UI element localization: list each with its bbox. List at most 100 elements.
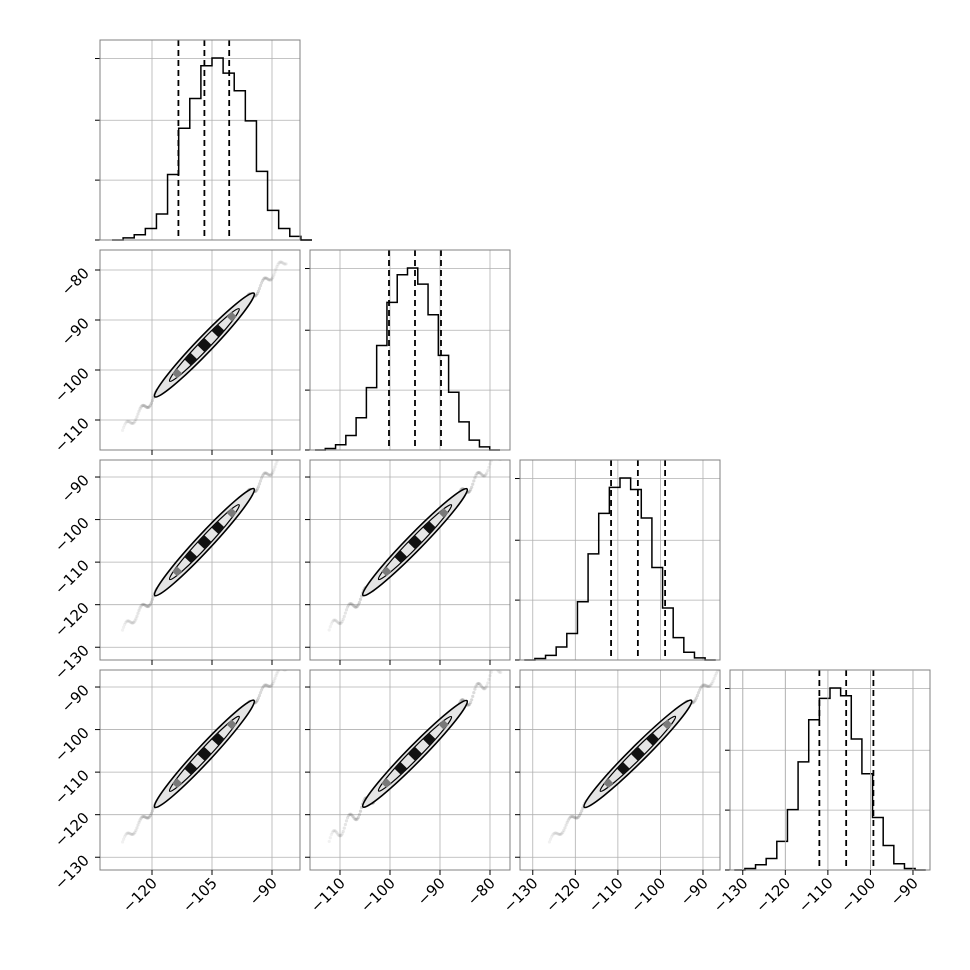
scatter-point bbox=[348, 602, 352, 606]
scatter-point bbox=[481, 687, 486, 691]
scatter-point bbox=[552, 831, 556, 836]
scatter-point bbox=[120, 840, 125, 844]
scatter-point bbox=[149, 811, 153, 816]
scatter-point bbox=[256, 696, 261, 700]
scatter-point bbox=[339, 621, 343, 625]
pair-panel-content bbox=[100, 670, 300, 870]
scatter-point bbox=[257, 482, 262, 486]
scatter-point bbox=[124, 833, 128, 837]
scatter-point bbox=[130, 621, 134, 625]
scatter-point bbox=[260, 474, 265, 478]
scatter-point bbox=[139, 405, 143, 409]
scatter-point bbox=[341, 829, 345, 834]
scatter-point bbox=[467, 702, 472, 707]
scatter-point bbox=[472, 479, 476, 483]
scatter-point bbox=[264, 276, 268, 280]
scatter-point bbox=[132, 620, 136, 624]
scatter-point bbox=[266, 277, 270, 281]
scatter-point bbox=[121, 837, 126, 841]
pair-panel-frame bbox=[99, 249, 301, 451]
scatter-point bbox=[352, 604, 356, 608]
scatter-point bbox=[141, 814, 145, 819]
pair-panel-frame bbox=[99, 669, 301, 871]
scatter-point bbox=[334, 829, 338, 833]
scatter-point bbox=[471, 694, 475, 698]
y-tick-label: −80 bbox=[58, 264, 93, 299]
scatter-point bbox=[488, 674, 492, 678]
pair-panel-bg bbox=[100, 460, 300, 660]
scatter-point bbox=[259, 281, 264, 285]
scatter-point bbox=[486, 681, 490, 685]
scatter-point bbox=[141, 602, 145, 606]
density-core-cell bbox=[211, 521, 225, 534]
scatter-point bbox=[480, 473, 485, 477]
scatter-point bbox=[273, 676, 277, 681]
scatter-point bbox=[123, 835, 127, 839]
scatter-point bbox=[137, 820, 141, 824]
scatter-point bbox=[284, 262, 288, 266]
density-core-cell bbox=[172, 368, 183, 379]
scatter-point bbox=[492, 455, 495, 458]
scatter-point bbox=[350, 813, 354, 817]
scatter-point bbox=[580, 809, 584, 813]
scatter-point bbox=[340, 832, 344, 836]
scatter-point bbox=[351, 603, 355, 607]
x-tick-label: −105 bbox=[179, 874, 221, 916]
scatter-point bbox=[126, 831, 130, 835]
scatter-point bbox=[468, 488, 473, 492]
scatter-point bbox=[259, 688, 264, 692]
scatter-point bbox=[138, 606, 142, 610]
scatter-point bbox=[693, 698, 697, 702]
scatter-point bbox=[572, 815, 576, 819]
scatter-point bbox=[474, 473, 478, 477]
scatter-point bbox=[725, 668, 728, 671]
scatter-point bbox=[257, 286, 262, 291]
scatter-point bbox=[550, 835, 554, 839]
scatter-point bbox=[267, 684, 271, 688]
scatter-point bbox=[281, 455, 284, 458]
scatter-point bbox=[352, 816, 356, 820]
scatter-point bbox=[145, 604, 149, 609]
density-core-cell bbox=[422, 732, 436, 746]
scatter-point bbox=[143, 815, 147, 819]
scatter-point bbox=[123, 423, 127, 427]
density-core-cell bbox=[226, 507, 237, 518]
scatter-point bbox=[494, 666, 497, 669]
scatter-point bbox=[260, 686, 265, 690]
scatter-point bbox=[283, 262, 287, 266]
scatter-point bbox=[488, 462, 492, 466]
density-core-cell bbox=[407, 746, 423, 761]
scatter-point bbox=[255, 291, 260, 296]
scatter-point bbox=[478, 471, 482, 475]
scatter-point bbox=[137, 608, 141, 612]
scatter-point bbox=[274, 674, 278, 678]
scatter-point bbox=[128, 420, 132, 424]
density-core-cell bbox=[197, 535, 212, 550]
hist-panel-bg bbox=[310, 250, 510, 450]
scatter-point bbox=[334, 618, 338, 622]
hist-panel-bg bbox=[100, 40, 300, 240]
x-tick-label: −90 bbox=[887, 874, 922, 909]
scatter-point bbox=[134, 617, 138, 621]
scatter-point bbox=[140, 603, 144, 607]
x-tick-label: −130 bbox=[500, 874, 542, 916]
scatter-point bbox=[561, 830, 565, 834]
scatter-point bbox=[562, 828, 566, 832]
scatter-point bbox=[254, 489, 258, 493]
scatter-point bbox=[721, 668, 724, 671]
hist-panel-frame bbox=[309, 249, 511, 451]
scatter-point bbox=[265, 683, 269, 687]
y-tick-label: −130 bbox=[51, 851, 93, 893]
scatter-point bbox=[357, 600, 362, 605]
scatter-point bbox=[137, 409, 141, 413]
pair-panel-content bbox=[520, 667, 728, 870]
scatter-point bbox=[720, 667, 723, 670]
scatter-point bbox=[275, 671, 279, 675]
scatter-point bbox=[700, 684, 704, 688]
scatter-point bbox=[147, 815, 151, 819]
scatter-point bbox=[258, 284, 263, 288]
scatter-point bbox=[493, 454, 496, 457]
scatter-point bbox=[264, 683, 268, 687]
scatter-point bbox=[336, 620, 340, 625]
